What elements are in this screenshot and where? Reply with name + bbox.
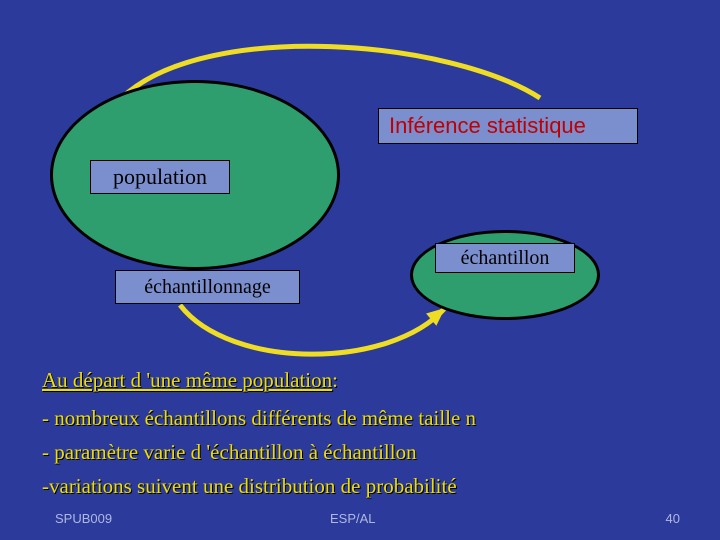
- sample-label-text: échantillon: [461, 247, 550, 270]
- sample-label: échantillon: [435, 243, 575, 273]
- title-box: Inférence statistique: [378, 108, 638, 144]
- body-line: - nombreux échantillons différents de mê…: [42, 406, 476, 431]
- slide: Inférence statistique population échanti…: [0, 0, 720, 540]
- footer-center: ESP/AL: [330, 511, 376, 526]
- footer-left: SPUB009: [55, 511, 112, 526]
- footer-right: 40: [666, 511, 680, 526]
- footer-right-text: 40: [666, 511, 680, 526]
- footer-center-text: ESP/AL: [330, 511, 376, 526]
- population-label: population: [90, 160, 230, 194]
- sampling-label-text: échantillonnage: [144, 276, 271, 299]
- body-line: Au départ d 'une même population:: [42, 368, 338, 393]
- sampling-label: échantillonnage: [115, 270, 300, 304]
- population-label-text: population: [113, 164, 207, 190]
- body-line: - paramètre varie d 'échantillon à échan…: [42, 440, 417, 465]
- title-text: Inférence statistique: [389, 113, 586, 139]
- body-line: -variations suivent une distribution de …: [42, 474, 457, 499]
- footer-left-text: SPUB009: [55, 511, 112, 526]
